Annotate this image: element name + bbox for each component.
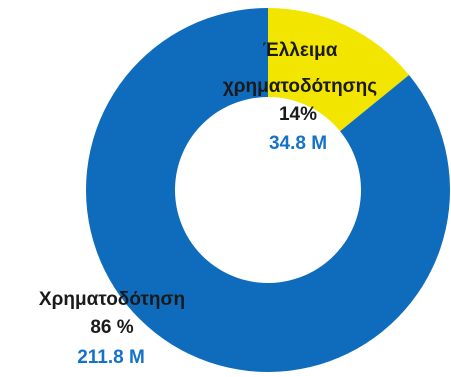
- funding-percent: 86 %: [90, 317, 133, 338]
- funding-amount: 211.8 M: [77, 347, 145, 368]
- funding-gap-name-line-2: χρηματοδότησης: [223, 76, 377, 97]
- donut-slices: [86, 8, 451, 372]
- label-funding: Χρηματοδότηση 86 % 211.8 M: [39, 289, 185, 368]
- funding-gap-name-line-1: Έλλειμα: [263, 40, 338, 61]
- funding-gap-percent: 14%: [279, 104, 317, 125]
- donut-slice-0: [268, 8, 410, 132]
- donut-slice-1: [86, 8, 451, 372]
- label-funding-gap: Έλλειμα χρηματοδότησης 14% 34.8 M: [223, 40, 377, 154]
- funding-gap-amount: 34.8 M: [269, 133, 327, 154]
- funding-name-line-1: Χρηματοδότηση: [39, 289, 185, 310]
